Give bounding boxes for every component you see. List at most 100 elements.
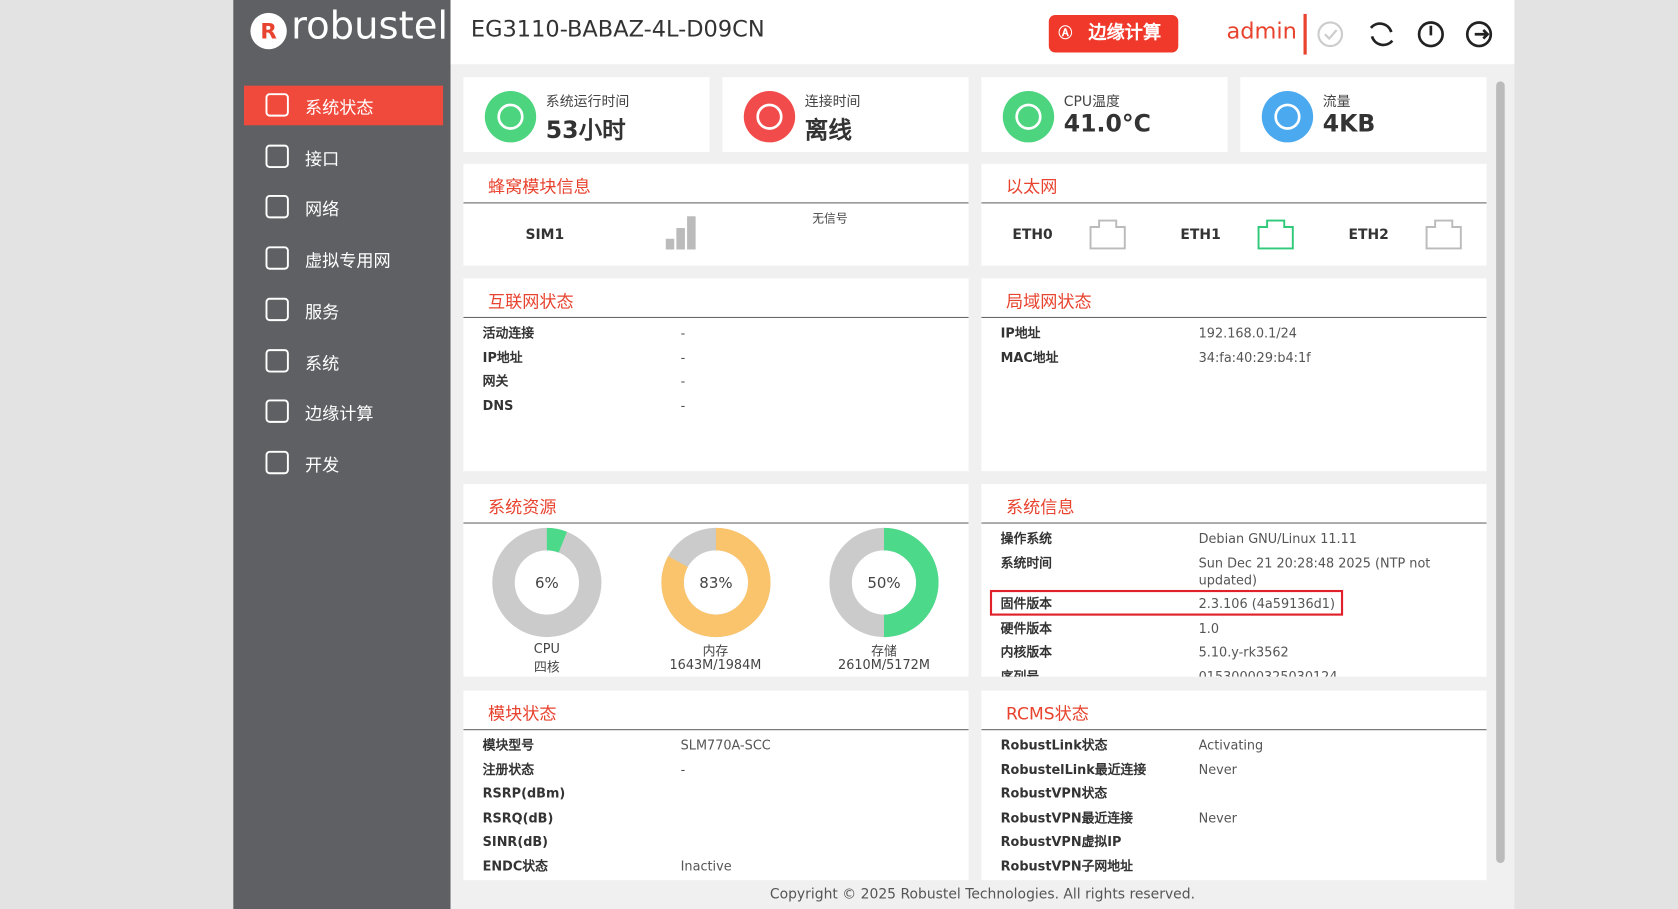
icon-shape (265, 297, 289, 321)
scrollbar[interactable] (1493, 66, 1507, 883)
row-value (1199, 833, 1445, 850)
icon-shape (265, 246, 289, 270)
row-value: 5.10.y-rk3562 (1198, 644, 1289, 660)
ai-button[interactable]: 边缘计算 Ⓐ (1048, 14, 1179, 53)
user[interactable]: admin (1226, 18, 1297, 44)
donut-label: 50% (867, 574, 900, 592)
panel: RCMS状态 RobustLink状态 Activating RobustelLink… (981, 690, 1487, 881)
menu-item[interactable]: 网络 (305, 199, 340, 220)
row-label: 内核版本 (1000, 644, 1053, 660)
icon-shape (265, 93, 289, 117)
ai-button-label: 边缘计算 (1088, 22, 1162, 44)
reboot-icon[interactable] (1417, 21, 1444, 48)
stat-icon-glyph (497, 103, 524, 130)
row-value: 34:fa:40:29:b4:1f (1198, 349, 1311, 365)
row-value: Never (1198, 761, 1237, 777)
row-value: 1.0 (1198, 620, 1220, 636)
resource-detail: 四核 (534, 659, 560, 675)
rows: 活动连接 - IP地址 - 网关 - DNS - (483, 324, 958, 420)
row-value: Activating (1198, 737, 1264, 753)
stat-card: 系统运行时间 53小时 (463, 77, 710, 153)
row-label: RobustVPN子网地址 (1000, 858, 1133, 874)
menu-item[interactable]: 边缘计算 (305, 403, 374, 425)
info-row: MAC地址 34:fa:40:29:b4:1f (1001, 349, 1476, 373)
stat-icon (743, 91, 796, 143)
stat-icon-glyph (1274, 103, 1301, 130)
rows: RobustLink状态 Activating RobustelLink最近连接 Ne… (1001, 737, 1476, 880)
stat-icon-bg (1002, 91, 1055, 143)
sim-label: SIM1 (525, 226, 565, 244)
ai-icon: Ⓐ (1058, 25, 1073, 42)
resource-name: 存储 (871, 643, 897, 659)
icon-shape (265, 399, 289, 424)
sidebar (233, 0, 451, 909)
menu-item[interactable]: 开发 (305, 454, 340, 476)
row-label: 网关 (482, 373, 509, 389)
rows: 模块型号 SLM770A-SCC 注册状态 - RSRP(dBm) RSRQ(dB) SIN… (483, 737, 958, 880)
panel-divider (463, 202, 969, 204)
eth-icon (1257, 219, 1294, 250)
eth-label: ETH2 (1348, 226, 1389, 244)
highlight-box (989, 589, 1344, 616)
row-label: 注册状态 (482, 761, 535, 777)
donut-label: 6% (535, 574, 559, 592)
stat-card: 流量 4KB (1240, 77, 1487, 153)
resource-detail: 1643M/1984M (669, 657, 762, 673)
row-value: Debian GNU/Linux 11.11 (1198, 531, 1357, 547)
icon-shape (265, 348, 289, 372)
row-value (1199, 857, 1445, 874)
row-label: MAC地址 (1000, 349, 1059, 365)
info-row: RobustVPN状态 (1001, 785, 1476, 809)
stat-icon-bg (743, 91, 796, 143)
stat-value: 53小时 (545, 117, 626, 145)
info-row: 活动连接 - (483, 324, 958, 348)
row-value: 2.3.106 (4a59136d1) (1198, 596, 1335, 612)
stat-card: CPU温度 41.0°C (981, 77, 1228, 153)
info-row: 网关 - (483, 373, 958, 397)
panel: 蜂窝模块信息 SIM1 无信号 (463, 163, 969, 266)
panel-divider (981, 522, 1487, 524)
panel: 互联网状态 活动连接 - IP地址 - 网关 - DNS - (463, 278, 969, 472)
menu-item[interactable]: 系统 (305, 352, 340, 374)
resource-name: 内存 (702, 643, 729, 659)
row-label: RobustLink状态 (1000, 737, 1108, 753)
eth-port (1257, 219, 1294, 250)
menu-icon (265, 297, 289, 321)
header (450, 0, 1515, 65)
eth-port (1089, 219, 1126, 250)
row-label: RobustVPN状态 (1000, 785, 1108, 801)
panel-divider (981, 729, 1487, 731)
row-value: SLM770A-SCC (680, 737, 771, 753)
refresh-icon[interactable] (1369, 22, 1394, 47)
resource-detail: 2610M/5172M (838, 657, 930, 673)
menu-icon (265, 348, 289, 372)
menu-item[interactable]: 服务 (305, 301, 340, 323)
menu-active (244, 85, 444, 126)
panel-divider (981, 202, 1487, 204)
info-row: RSRQ(dB) (483, 809, 958, 833)
row-value: - (680, 761, 686, 777)
info-row: ENDC状态 Inactive (483, 857, 958, 880)
row-value (681, 809, 927, 826)
panel-title: 局域网状态 (1005, 291, 1092, 312)
row-label: ENDC状态 (482, 858, 548, 874)
row-label: RobustVPN最近连接 (1000, 809, 1133, 825)
menu-item[interactable]: 接口 (305, 148, 340, 169)
logout-icon[interactable] (1465, 21, 1493, 48)
stat-icon (484, 91, 537, 143)
stat-icon (1261, 91, 1314, 143)
donut: 6% (492, 527, 602, 638)
menu-item[interactable]: 虚拟专用网 (305, 250, 391, 271)
stat-icon-glyph (1015, 103, 1042, 130)
info-row: 固件版本 2.3.106 (4a59136d1) (989, 589, 1476, 619)
panel-divider (463, 729, 969, 731)
status-icon (1317, 21, 1344, 48)
row-value: 192.168.0.1/24 (1198, 325, 1297, 341)
donut: 83% (660, 527, 771, 638)
menu-item[interactable]: 系统状态 (305, 97, 374, 118)
donut-label: 83% (699, 574, 732, 592)
menu-icon (265, 399, 289, 424)
panel: 局域网状态 IP地址 192.168.0.1/24 MAC地址 34:fa:40:29:… (981, 278, 1487, 472)
signal-bar (676, 228, 685, 250)
donut: 50% (829, 527, 939, 638)
